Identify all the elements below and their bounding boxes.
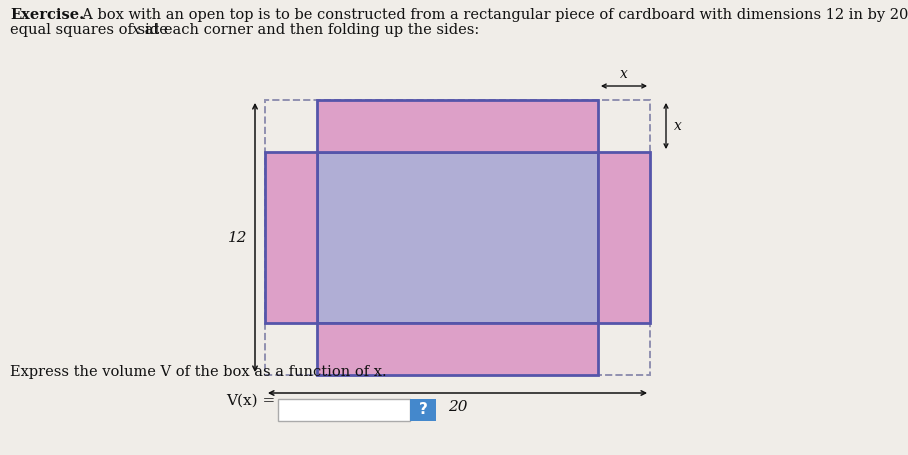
Text: V(x) =: V(x) = — [226, 394, 275, 408]
Bar — [410, 399, 436, 421]
Text: x: x — [674, 119, 682, 133]
Text: x: x — [620, 67, 628, 81]
Text: Express the volume V of the box as a function of x.: Express the volume V of the box as a fun… — [10, 365, 387, 379]
Text: Exercise.: Exercise. — [10, 8, 84, 22]
Text: at each corner and then folding up the sides:: at each corner and then folding up the s… — [140, 23, 479, 37]
Bar — [598, 152, 650, 323]
Bar — [317, 323, 598, 375]
Text: ?: ? — [419, 402, 428, 417]
Text: 20: 20 — [448, 400, 468, 414]
Bar — [278, 399, 410, 421]
Bar — [317, 152, 598, 323]
Bar — [265, 100, 650, 375]
Bar — [317, 100, 598, 152]
Text: x: x — [132, 23, 140, 37]
Text: A box with an open top is to be constructed from a rectangular piece of cardboar: A box with an open top is to be construc… — [73, 8, 908, 22]
Text: 12: 12 — [228, 231, 247, 244]
Text: equal squares of side: equal squares of side — [10, 23, 173, 37]
Bar — [265, 152, 317, 323]
